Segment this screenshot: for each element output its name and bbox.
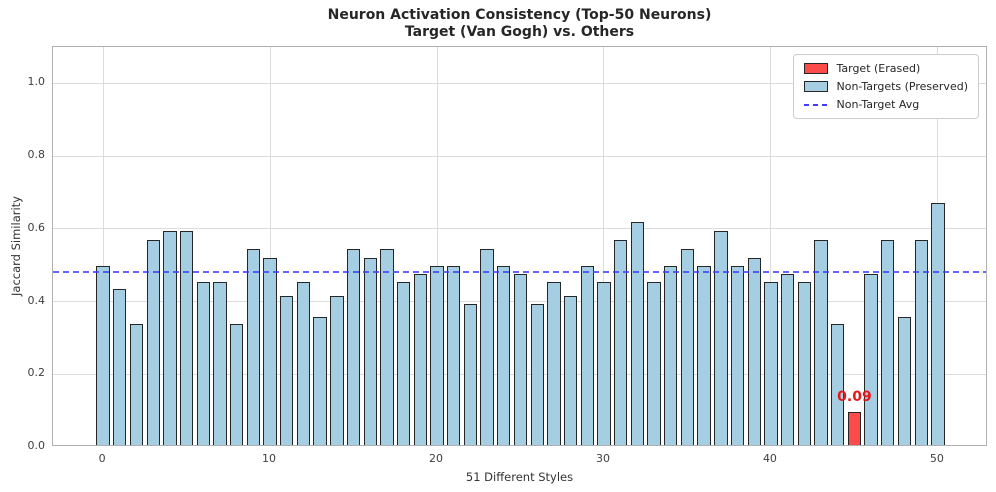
bar xyxy=(163,231,177,445)
bar xyxy=(931,202,945,445)
grid-line-horizontal xyxy=(53,82,986,84)
bar xyxy=(330,296,344,445)
y-tick-label: 0.6 xyxy=(27,220,46,234)
bar xyxy=(146,240,160,445)
bar xyxy=(229,323,244,445)
bar xyxy=(664,265,678,445)
bar xyxy=(764,281,778,445)
bar xyxy=(363,257,377,445)
bar xyxy=(597,281,611,445)
grid-line-vertical xyxy=(603,47,605,445)
bar xyxy=(563,296,578,445)
bar xyxy=(730,265,745,445)
bar xyxy=(213,281,227,445)
bar xyxy=(831,323,845,445)
bar xyxy=(113,289,127,445)
legend-swatch-avg-dashed-line xyxy=(804,103,829,106)
chart-title-line1: Neuron Activation Consistency (Top-50 Ne… xyxy=(327,7,712,23)
y-tick-label: 0.4 xyxy=(27,293,46,307)
bar xyxy=(179,231,194,445)
x-tick-label: 20 xyxy=(429,452,444,465)
x-axis-label: 51 Different Styles xyxy=(465,470,574,484)
plot-area: Target (Erased) Non-Targets (Preserved) … xyxy=(52,46,987,446)
bar xyxy=(897,317,912,445)
bar xyxy=(513,273,528,445)
bar xyxy=(413,273,427,445)
bar xyxy=(313,317,327,445)
legend-item-nontargets: Non-Targets (Preserved) xyxy=(804,80,968,93)
bar xyxy=(814,240,828,445)
bar xyxy=(797,281,811,445)
bar xyxy=(263,257,277,445)
bar xyxy=(346,249,361,445)
x-tick-label: 0 xyxy=(98,452,106,465)
bar xyxy=(497,265,511,445)
grid-line-horizontal xyxy=(53,155,986,157)
bar xyxy=(680,249,695,445)
bar xyxy=(296,281,311,445)
grid-line-vertical xyxy=(102,47,104,445)
x-tick-label: 30 xyxy=(595,452,610,465)
bar xyxy=(447,265,461,445)
bar xyxy=(780,273,795,445)
bar xyxy=(129,323,144,445)
x-tick-label: 40 xyxy=(762,452,777,465)
y-tick-label: 0.0 xyxy=(27,439,46,452)
legend-item-target: Target (Erased) xyxy=(804,62,968,75)
bar xyxy=(380,249,394,445)
bar xyxy=(630,222,645,445)
bar xyxy=(580,265,594,445)
legend-label-avg: Non-Target Avg xyxy=(836,98,920,111)
target-value-annotation: 0.09 xyxy=(837,389,872,406)
bar xyxy=(396,281,411,445)
grid-line-vertical xyxy=(436,47,438,445)
grid-line-horizontal xyxy=(53,228,986,230)
bar xyxy=(647,281,661,445)
y-tick-label: 0.8 xyxy=(27,148,46,162)
legend: Target (Erased) Non-Targets (Preserved) … xyxy=(793,54,979,119)
legend-label-target: Target (Erased) xyxy=(836,62,921,75)
bar xyxy=(697,265,711,445)
target-bar xyxy=(847,412,862,445)
bar xyxy=(614,240,628,445)
x-tick-label: 50 xyxy=(929,452,944,465)
bar xyxy=(714,231,728,445)
legend-label-nontargets: Non-Targets (Preserved) xyxy=(836,80,968,93)
y-axis-label: Jaccard Similarity xyxy=(9,196,23,296)
bar xyxy=(480,249,494,445)
bar xyxy=(881,240,895,445)
bar xyxy=(530,303,544,445)
bar xyxy=(96,265,110,445)
chart-title-line2: Target (Van Gogh) vs. Others xyxy=(404,24,635,40)
bar xyxy=(864,273,878,445)
legend-item-avg: Non-Target Avg xyxy=(804,98,968,111)
grid-line-vertical xyxy=(770,47,772,445)
y-tick-label: 1.0 xyxy=(27,75,46,89)
grid-line-vertical xyxy=(269,47,271,445)
non-target-avg-line xyxy=(53,270,986,273)
bar xyxy=(747,257,761,445)
bar xyxy=(196,281,210,445)
bar xyxy=(914,240,928,445)
legend-swatch-target xyxy=(804,63,829,74)
bar xyxy=(463,303,478,445)
bar xyxy=(430,265,444,445)
x-tick-label: 10 xyxy=(262,452,277,465)
y-tick-label: 0.2 xyxy=(27,366,46,380)
bar xyxy=(246,249,261,445)
bar xyxy=(547,281,561,445)
bar xyxy=(280,296,294,445)
legend-swatch-nontargets xyxy=(804,81,829,92)
